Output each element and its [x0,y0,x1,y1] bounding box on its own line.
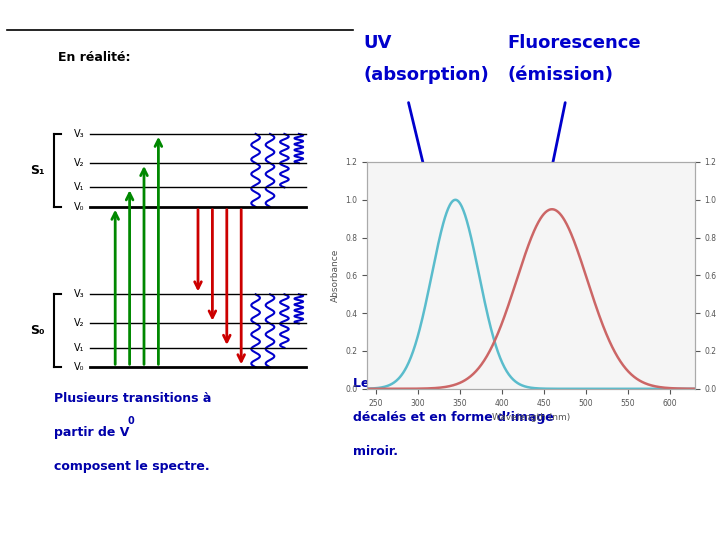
Text: Les spectres sont souvent: Les spectres sont souvent [353,377,536,390]
Text: V₁: V₁ [74,183,85,192]
Text: partir de V: partir de V [54,426,130,438]
Text: Plusieurs transitions à: Plusieurs transitions à [54,392,212,404]
Text: V₂: V₂ [74,158,85,168]
Y-axis label: Absorbance: Absorbance [330,249,340,302]
Text: Fluorescence: Fluorescence [507,35,641,52]
Text: V₀: V₀ [74,202,85,212]
Text: V₃: V₃ [74,129,85,139]
Y-axis label: Fluorescence emission: Fluorescence emission [719,232,720,319]
Text: En réalité:: En réalité: [58,51,130,64]
Text: V₃: V₃ [74,289,85,299]
Text: (absorption): (absorption) [364,66,490,84]
Text: S₀: S₀ [30,324,45,338]
Text: S₁: S₁ [30,164,45,177]
Text: V₁: V₁ [74,343,85,353]
Text: V₀: V₀ [74,362,85,372]
Text: (émission): (émission) [507,66,613,84]
Text: décalés et en forme d’image: décalés et en forme d’image [353,411,554,424]
Text: 0: 0 [128,416,135,427]
X-axis label: Wavelength (nm): Wavelength (nm) [492,413,570,422]
Text: V₂: V₂ [74,319,85,328]
Text: UV: UV [364,35,392,52]
Text: composent le spectre.: composent le spectre. [54,460,210,472]
Text: miroir.: miroir. [353,445,397,458]
